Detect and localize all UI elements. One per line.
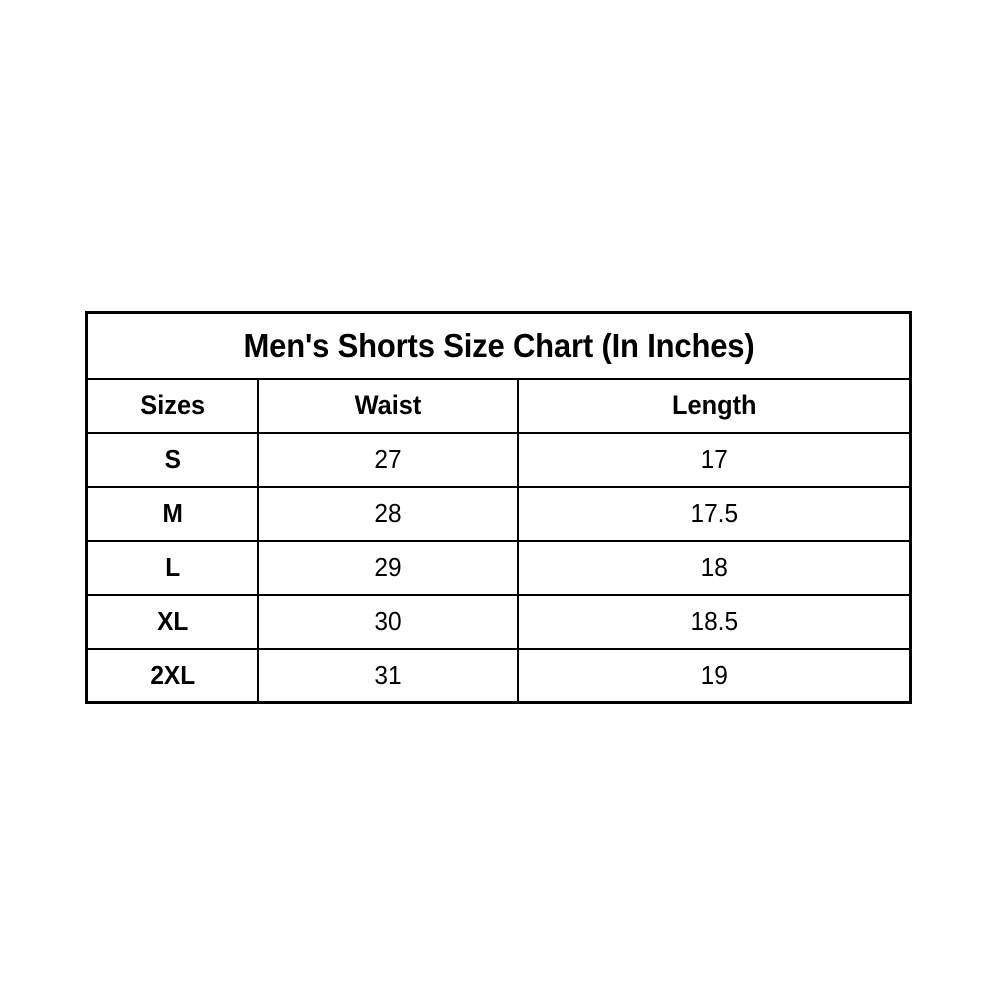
size-chart-container: Men's Shorts Size Chart (In Inches) Size… (85, 311, 912, 704)
table-row: L 29 18 (87, 539, 911, 596)
table-row: XL 30 18.5 (87, 593, 911, 650)
table-row: M 28 17.5 (87, 485, 911, 542)
cell-waist: 29 (264, 539, 511, 596)
cell-size: S (90, 431, 254, 488)
table-row: 2XL 31 19 (87, 647, 911, 704)
chart-title: Men's Shorts Size Chart (In Inches) (110, 311, 887, 380)
cell-length: 18 (528, 539, 900, 596)
cell-length: 17.5 (528, 485, 900, 542)
column-header-row: Sizes Waist Length (87, 377, 911, 434)
cell-length: 19 (528, 647, 900, 704)
size-chart-table: Men's Shorts Size Chart (In Inches) Size… (85, 311, 912, 704)
cell-length: 18.5 (528, 593, 900, 650)
cell-waist: 31 (264, 647, 511, 704)
size-chart-body: Men's Shorts Size Chart (In Inches) Size… (87, 311, 911, 704)
column-header-waist: Waist (264, 377, 511, 434)
column-header-length: Length (528, 377, 900, 434)
cell-size: 2XL (90, 647, 254, 704)
column-header-sizes: Sizes (90, 377, 254, 434)
cell-waist: 28 (264, 485, 511, 542)
cell-size: M (90, 485, 254, 542)
cell-waist: 27 (264, 431, 511, 488)
table-row: S 27 17 (87, 431, 911, 488)
cell-waist: 30 (264, 593, 511, 650)
cell-length: 17 (528, 431, 900, 488)
cell-size: L (90, 539, 254, 596)
title-row: Men's Shorts Size Chart (In Inches) (87, 311, 911, 380)
cell-size: XL (90, 593, 254, 650)
